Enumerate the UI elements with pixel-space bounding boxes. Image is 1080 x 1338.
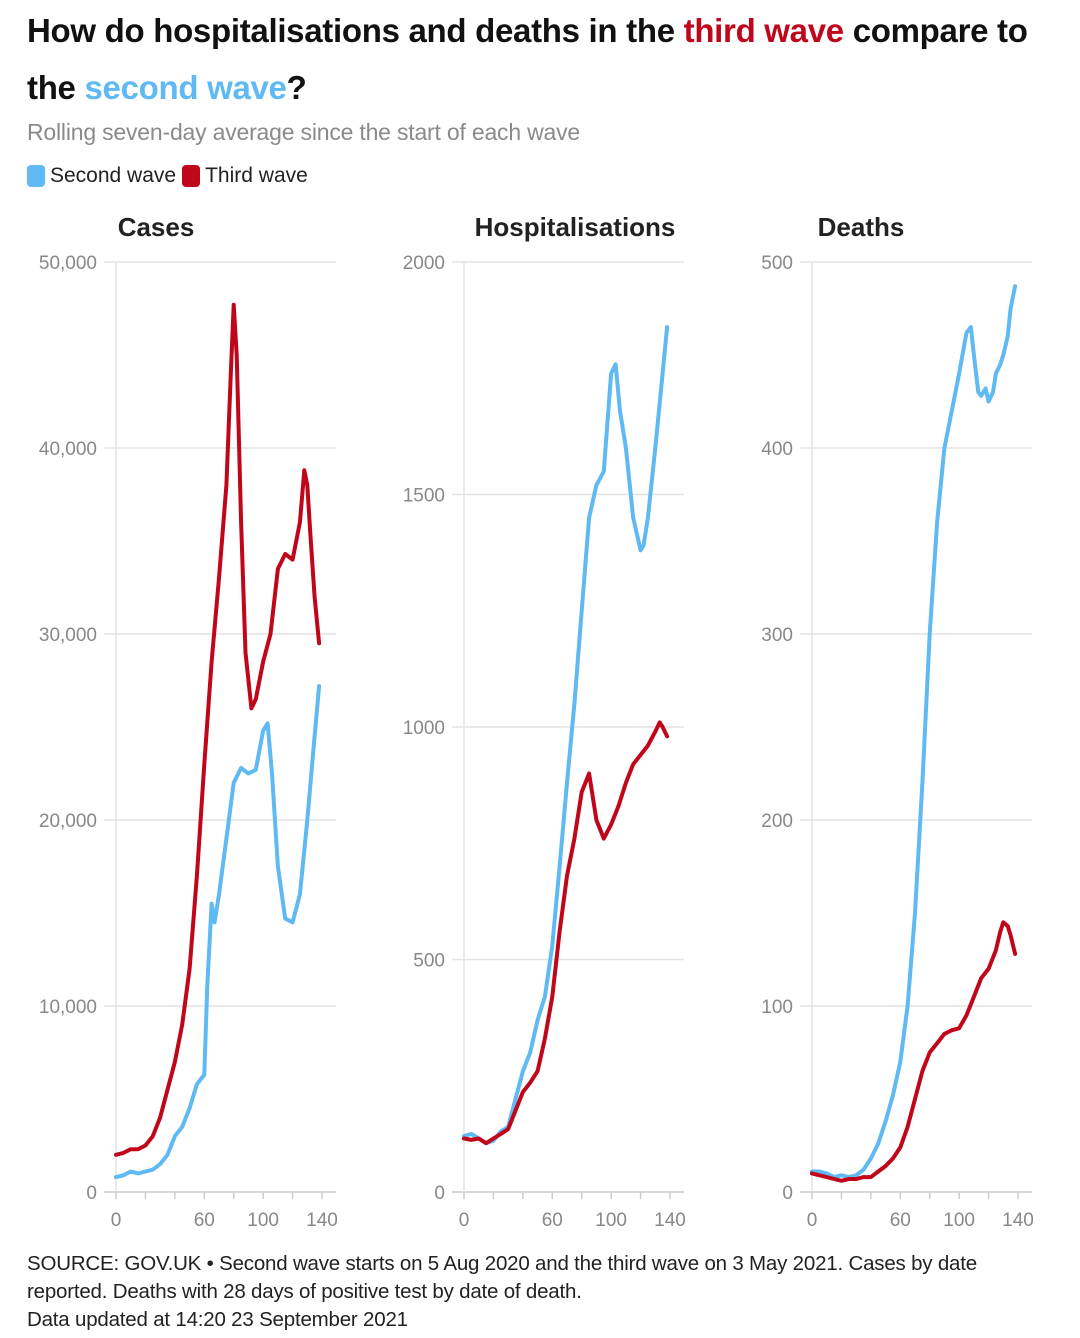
panel-cases: Cases 0 10,000 20,000 30,000 40,000 50,000 0 60 1… bbox=[39, 212, 338, 1231]
x-tick-label-cases: 100 bbox=[247, 1210, 279, 1231]
y-tick-label-cases: 40,000 bbox=[39, 439, 97, 460]
source-line-2: Data updated at 14:20 23 September 2021 bbox=[27, 1308, 408, 1331]
title-second-wave: second wave bbox=[84, 69, 287, 106]
legend-label-third-wave: Third wave bbox=[205, 164, 308, 187]
title-text-2: compare to the bbox=[27, 12, 1028, 106]
series-line-second-wave-deaths bbox=[810, 284, 1018, 1180]
x-tick-label-hospitalisations: 0 bbox=[459, 1210, 470, 1231]
source-line-1: SOURCE: GOV.UK • Second wave starts on 5… bbox=[27, 1252, 977, 1303]
y-tick-label-deaths: 0 bbox=[782, 1183, 793, 1204]
panel-hospitalisations: Hospitalisations 0 500 1000 1500 2000 0 60 100 14… bbox=[403, 212, 686, 1231]
y-tick-label-cases: 30,000 bbox=[39, 625, 97, 646]
y-tick-label-cases: 10,000 bbox=[39, 997, 97, 1018]
legend-item-second-wave: Second wave bbox=[27, 164, 176, 188]
title-third-wave: third wave bbox=[683, 12, 845, 49]
y-tick-label-deaths: 500 bbox=[761, 253, 793, 274]
y-tick-label-cases: 0 bbox=[86, 1183, 97, 1204]
panel-title-hospitalisations: Hospitalisations bbox=[475, 212, 676, 242]
panel-deaths: Deaths 0 100 200 300 400 500 0 60 100 140 bbox=[761, 212, 1034, 1231]
x-tick-label-hospitalisations: 60 bbox=[542, 1210, 563, 1231]
x-tick-label-hospitalisations: 100 bbox=[595, 1210, 627, 1231]
y-tick-label-cases: 50,000 bbox=[39, 253, 97, 274]
series-line-second-wave-hospitalisations bbox=[462, 325, 670, 1146]
legend-item-third-wave: Third wave bbox=[182, 164, 308, 188]
y-tick-label-deaths: 400 bbox=[761, 439, 793, 460]
x-tick-label-deaths: 0 bbox=[807, 1210, 818, 1231]
y-tick-label-deaths: 300 bbox=[761, 625, 793, 646]
legend: Second wave Third wave bbox=[27, 164, 314, 188]
title-text-1: How do hospitalisations and deaths in th… bbox=[27, 12, 684, 49]
legend-swatch-third-wave bbox=[182, 165, 201, 187]
title-text-3: ? bbox=[286, 69, 307, 106]
panel-title-deaths: Deaths bbox=[818, 212, 905, 242]
panel-title-cases: Cases bbox=[118, 212, 195, 242]
y-tick-label-hospitalisations: 500 bbox=[413, 951, 445, 972]
y-tick-label-deaths: 200 bbox=[761, 811, 793, 832]
chart-title: How do hospitalisations and deaths in th… bbox=[27, 2, 1067, 116]
x-tick-label-cases: 140 bbox=[306, 1210, 338, 1231]
x-tick-label-deaths: 100 bbox=[943, 1210, 975, 1231]
series-line-third-wave-hospitalisations bbox=[462, 720, 670, 1146]
legend-label-second-wave: Second wave bbox=[50, 164, 177, 187]
x-tick-label-cases: 60 bbox=[194, 1210, 215, 1231]
source-note: SOURCE: GOV.UK • Second wave starts on 5… bbox=[27, 1250, 1057, 1334]
series-line-third-wave-deaths bbox=[810, 920, 1018, 1183]
series-line-second-wave-cases bbox=[114, 684, 322, 1180]
y-tick-label-hospitalisations: 2000 bbox=[403, 253, 445, 274]
y-tick-label-cases: 20,000 bbox=[39, 811, 97, 832]
x-tick-label-deaths: 140 bbox=[1002, 1210, 1034, 1231]
y-tick-label-hospitalisations: 0 bbox=[434, 1183, 445, 1204]
y-tick-label-deaths: 100 bbox=[761, 997, 793, 1018]
x-tick-label-hospitalisations: 140 bbox=[654, 1210, 686, 1231]
legend-swatch-second-wave bbox=[27, 165, 45, 187]
x-tick-label-deaths: 60 bbox=[890, 1210, 911, 1231]
x-tick-label-cases: 0 bbox=[111, 1210, 122, 1231]
y-tick-label-hospitalisations: 1000 bbox=[403, 718, 445, 739]
y-tick-label-hospitalisations: 1500 bbox=[403, 486, 445, 507]
series-line-third-wave-cases bbox=[114, 302, 322, 1157]
small-multiples-chart: Cases 0 10,000 20,000 30,000 40,000 50,000 0 60 1… bbox=[39, 212, 1034, 1231]
chart-subtitle: Rolling seven-day average since the star… bbox=[27, 119, 581, 145]
